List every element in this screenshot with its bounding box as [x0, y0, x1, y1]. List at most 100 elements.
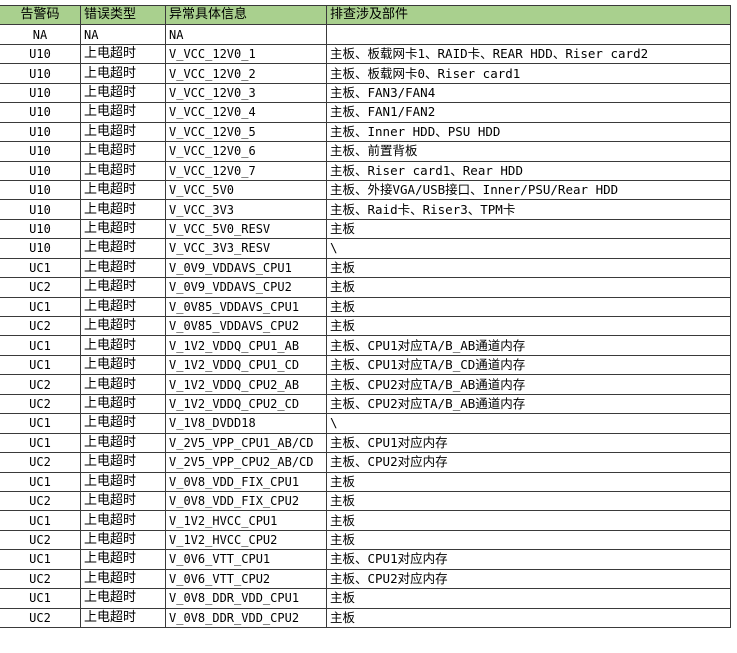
- parts-cell: 主板: [326, 471, 731, 492]
- alarm-code-cell: U10: [0, 43, 81, 65]
- alarm-code-table: 告警码 错误类型 异常具体信息 排查涉及部件 NA NA NA U10 上电超时 V_VC…: [0, 4, 731, 629]
- error-detail-cell: V_1V2_VDDQ_CPU1_CD: [165, 354, 327, 376]
- table-row: UC2 上电超时 V_2V5_VPP_CPU2_AB/CD 主板、CPU2对应内存: [0, 452, 731, 473]
- table-row: UC1 上电超时 V_1V2_VDDQ_CPU1_CD 主板、CPU1对应TA/B_C…: [0, 354, 731, 376]
- error-type-cell: 上电超时: [80, 529, 166, 551]
- alarm-code-cell: UC1: [0, 549, 81, 570]
- error-detail-cell: V_1V2_VDDQ_CPU1_AB: [165, 335, 327, 356]
- error-type-cell: 上电超时: [80, 141, 166, 162]
- alarm-code-cell: U10: [0, 102, 81, 123]
- alarm-code-cell: U10: [0, 238, 81, 259]
- error-type-cell: 上电超时: [80, 490, 166, 512]
- alarm-code-cell: U10: [0, 82, 81, 104]
- table-row: UC2 上电超时 V_0V85_VDDAVS_CPU2 主板: [0, 315, 731, 337]
- error-type-cell: 上电超时: [80, 393, 166, 415]
- table-row: UC2 上电超时 V_0V8_VDD_FIX_CPU2 主板: [0, 490, 731, 512]
- error-detail-cell: V_VCC_3V3_RESV: [165, 238, 327, 259]
- parts-cell: 主板、CPU2对应内存: [326, 568, 731, 590]
- error-type-cell: 上电超时: [80, 549, 166, 570]
- error-detail-cell: NA: [165, 24, 327, 45]
- header-error-detail: 异常具体信息: [165, 4, 327, 26]
- parts-cell: 主板、前置背板: [326, 141, 731, 162]
- table-row: U10 上电超时 V_VCC_12V0_2 主板、板载网卡0、Riser card1: [0, 63, 731, 84]
- parts-cell: 主板、FAN1/FAN2: [326, 102, 731, 123]
- alarm-code-cell: U10: [0, 179, 81, 201]
- parts-cell: 主板、板载网卡0、Riser card1: [326, 63, 731, 84]
- alarm-code-cell: UC2: [0, 607, 81, 629]
- parts-cell: 主板: [326, 296, 731, 318]
- table-row: U10 上电超时 V_VCC_3V3_RESV \: [0, 238, 731, 259]
- error-detail-cell: V_VCC_12V0_4: [165, 102, 327, 123]
- parts-cell: \: [326, 238, 731, 259]
- error-detail-cell: V_1V2_HVCC_CPU2: [165, 529, 327, 551]
- alarm-code-cell: U10: [0, 63, 81, 84]
- header-error-type: 错误类型: [80, 4, 166, 26]
- parts-cell: 主板: [326, 315, 731, 337]
- alarm-code-cell: UC2: [0, 315, 81, 337]
- parts-cell: 主板、Inner HDD、PSU HDD: [326, 121, 731, 143]
- error-detail-cell: V_1V2_VDDQ_CPU2_AB: [165, 374, 327, 395]
- error-detail-cell: V_1V2_VDDQ_CPU2_CD: [165, 393, 327, 415]
- parts-cell: 主板: [326, 277, 731, 298]
- parts-cell: 主板、CPU1对应TA/B_AB通道内存: [326, 335, 731, 356]
- table-row: U10 上电超时 V_VCC_12V0_4 主板、FAN1/FAN2: [0, 102, 731, 123]
- error-type-cell: 上电超时: [80, 335, 166, 356]
- table-row: U10 上电超时 V_VCC_12V0_3 主板、FAN3/FAN4: [0, 82, 731, 104]
- alarm-code-cell: U10: [0, 160, 81, 181]
- error-detail-cell: V_0V9_VDDAVS_CPU1: [165, 257, 327, 279]
- alarm-code-cell: UC1: [0, 510, 81, 531]
- alarm-code-cell: UC2: [0, 568, 81, 590]
- alarm-code-cell: UC1: [0, 296, 81, 318]
- error-type-cell: 上电超时: [80, 354, 166, 376]
- error-detail-cell: V_VCC_12V0_5: [165, 121, 327, 143]
- error-detail-cell: V_2V5_VPP_CPU1_AB/CD: [165, 432, 327, 454]
- table-row: U10 上电超时 V_VCC_3V3 主板、Raid卡、Riser3、TPM卡: [0, 199, 731, 220]
- parts-cell: 主板、CPU1对应内存: [326, 549, 731, 570]
- table-row: U10 上电超时 V_VCC_12V0_7 主板、Riser card1、Rear H…: [0, 160, 731, 181]
- error-detail-cell: V_0V6_VTT_CPU1: [165, 549, 327, 570]
- error-detail-cell: V_1V8_DVDD18: [165, 413, 327, 434]
- error-detail-cell: V_0V8_VDD_FIX_CPU1: [165, 471, 327, 492]
- error-type-cell: 上电超时: [80, 43, 166, 65]
- error-type-cell: 上电超时: [80, 121, 166, 143]
- parts-cell: 主板: [326, 490, 731, 512]
- error-type-cell: 上电超时: [80, 160, 166, 181]
- alarm-code-cell: U10: [0, 141, 81, 162]
- error-detail-cell: V_VCC_12V0_7: [165, 160, 327, 181]
- parts-cell: 主板、CPU1对应内存: [326, 432, 731, 454]
- alarm-code-cell: UC2: [0, 393, 81, 415]
- error-type-cell: 上电超时: [80, 471, 166, 492]
- error-type-cell: 上电超时: [80, 179, 166, 201]
- table-row: UC2 上电超时 V_0V8_DDR_VDD_CPU2 主板: [0, 607, 731, 629]
- error-type-cell: 上电超时: [80, 607, 166, 629]
- table-row: UC2 上电超时 V_1V2_VDDQ_CPU2_AB 主板、CPU2对应TA/B_A…: [0, 374, 731, 395]
- error-type-cell: 上电超时: [80, 238, 166, 259]
- table-row: UC1 上电超时 V_0V8_VDD_FIX_CPU1 主板: [0, 471, 731, 492]
- error-type-cell: 上电超时: [80, 315, 166, 337]
- alarm-code-cell: UC1: [0, 471, 81, 492]
- parts-cell: 主板、外接VGA/USB接口、Inner/PSU/Rear HDD: [326, 179, 731, 201]
- table-row: UC1 上电超时 V_1V8_DVDD18 \: [0, 413, 731, 434]
- error-type-cell: 上电超时: [80, 452, 166, 473]
- parts-cell: 主板、Raid卡、Riser3、TPM卡: [326, 199, 731, 220]
- error-type-cell: 上电超时: [80, 63, 166, 84]
- table-row: UC1 上电超时 V_0V8_DDR_VDD_CPU1 主板: [0, 588, 731, 609]
- table-row: NA NA NA: [0, 24, 731, 45]
- table-row: UC1 上电超时 V_1V2_HVCC_CPU1 主板: [0, 510, 731, 531]
- alarm-code-cell: UC1: [0, 354, 81, 376]
- error-detail-cell: V_0V85_VDDAVS_CPU1: [165, 296, 327, 318]
- error-detail-cell: V_0V9_VDDAVS_CPU2: [165, 277, 327, 298]
- parts-cell: 主板、FAN3/FAN4: [326, 82, 731, 104]
- error-detail-cell: V_2V5_VPP_CPU2_AB/CD: [165, 452, 327, 473]
- error-type-cell: 上电超时: [80, 432, 166, 454]
- error-type-cell: 上电超时: [80, 510, 166, 531]
- parts-cell: 主板: [326, 257, 731, 279]
- alarm-code-cell: UC1: [0, 413, 81, 434]
- parts-cell: 主板: [326, 529, 731, 551]
- error-type-cell: 上电超时: [80, 374, 166, 395]
- alarm-code-cell: UC2: [0, 277, 81, 298]
- parts-cell: 主板: [326, 510, 731, 531]
- error-detail-cell: V_0V8_DDR_VDD_CPU2: [165, 607, 327, 629]
- alarm-code-cell: NA: [0, 24, 81, 45]
- table-row: UC2 上电超时 V_1V2_VDDQ_CPU2_CD 主板、CPU2对应TA/B_A…: [0, 393, 731, 415]
